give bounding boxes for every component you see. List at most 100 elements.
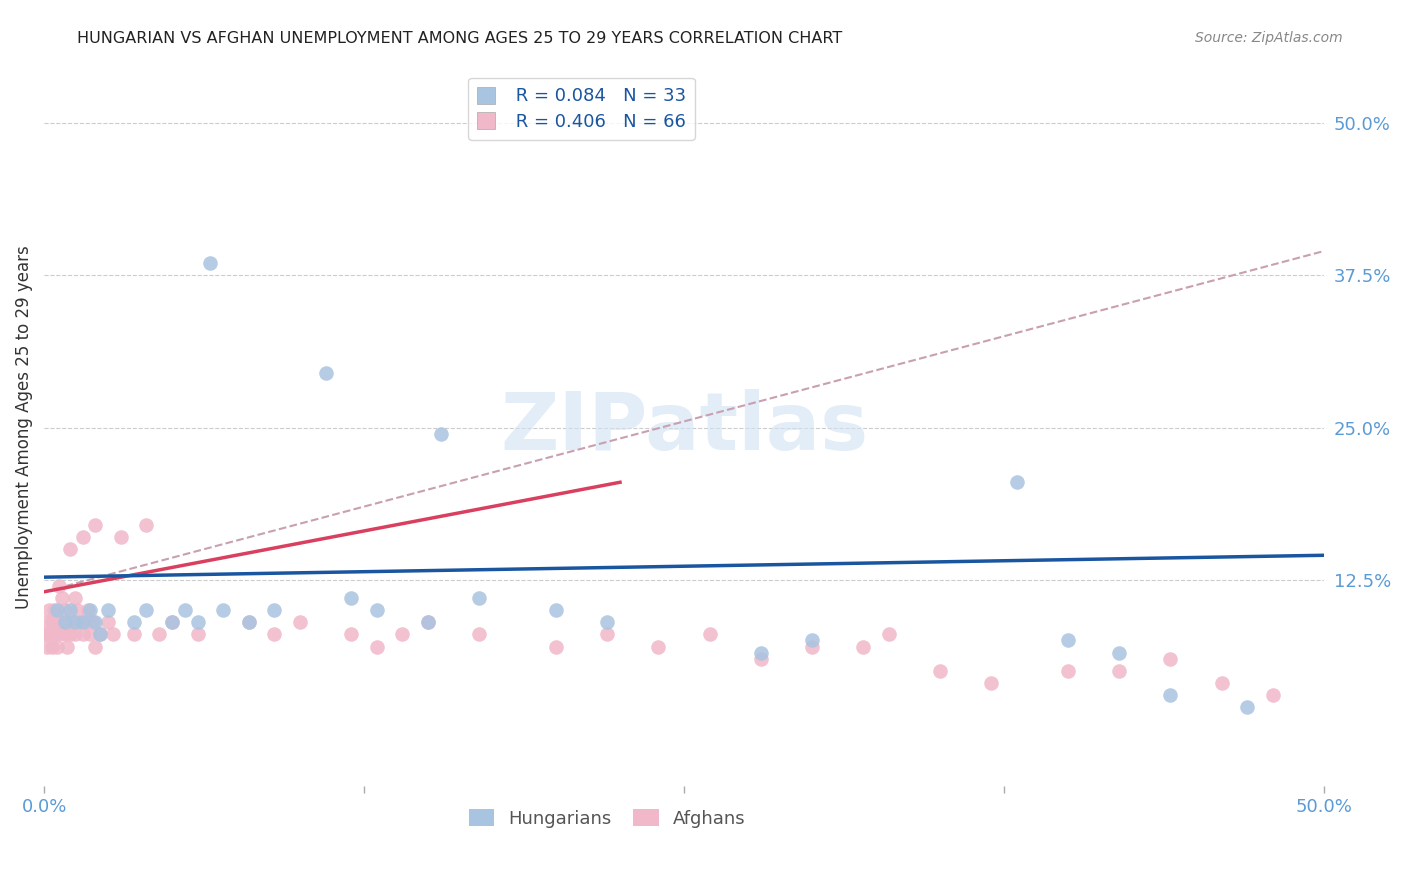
Point — [1261, 688, 1284, 702]
Point — [53, 627, 76, 641]
Point — [51, 591, 73, 605]
Point — [1005, 475, 1028, 490]
Point — [135, 517, 157, 532]
Point — [135, 603, 157, 617]
Point — [48, 579, 70, 593]
Point — [45, 640, 67, 654]
Point — [103, 627, 125, 641]
Text: HUNGARIAN VS AFGHAN UNEMPLOYMENT AMONG AGES 25 TO 29 YEARS CORRELATION CHART: HUNGARIAN VS AFGHAN UNEMPLOYMENT AMONG A… — [77, 31, 842, 46]
Point — [110, 530, 132, 544]
Point — [63, 627, 86, 641]
Point — [79, 603, 101, 617]
Point — [122, 627, 145, 641]
Point — [53, 603, 76, 617]
Point — [82, 615, 104, 630]
Point — [187, 627, 209, 641]
Point — [59, 542, 82, 557]
Point — [72, 615, 94, 630]
Point — [340, 591, 363, 605]
Point — [200, 256, 222, 270]
Point — [263, 627, 285, 641]
Point — [72, 627, 94, 641]
Point — [1236, 700, 1258, 714]
Point — [173, 603, 195, 617]
Text: ZIPatlas: ZIPatlas — [501, 389, 868, 467]
Point — [44, 603, 66, 617]
Text: Source: ZipAtlas.com: Source: ZipAtlas.com — [1195, 31, 1343, 45]
Point — [76, 603, 98, 617]
Point — [596, 627, 619, 641]
Point — [72, 530, 94, 544]
Point — [340, 627, 363, 641]
Point — [468, 627, 491, 641]
Point — [56, 615, 79, 630]
Point — [38, 603, 60, 617]
Point — [1057, 664, 1080, 678]
Point — [749, 646, 772, 660]
Point — [160, 615, 183, 630]
Point — [366, 640, 388, 654]
Point — [41, 615, 63, 630]
Point — [212, 603, 235, 617]
Point — [38, 627, 60, 641]
Point — [97, 603, 120, 617]
Point — [45, 615, 67, 630]
Point — [544, 640, 567, 654]
Point — [801, 633, 824, 648]
Point — [1159, 651, 1181, 665]
Point — [980, 676, 1002, 690]
Point — [41, 640, 63, 654]
Point — [79, 627, 101, 641]
Point — [84, 615, 107, 630]
Point — [468, 591, 491, 605]
Point — [75, 615, 97, 630]
Point — [56, 640, 79, 654]
Point — [929, 664, 952, 678]
Point — [288, 615, 311, 630]
Point — [160, 615, 183, 630]
Point — [366, 603, 388, 617]
Point — [59, 603, 82, 617]
Point — [1159, 688, 1181, 702]
Point — [122, 615, 145, 630]
Point — [430, 426, 453, 441]
Point — [1108, 664, 1130, 678]
Point — [48, 627, 70, 641]
Point — [877, 627, 900, 641]
Point — [1211, 676, 1233, 690]
Point — [699, 627, 721, 641]
Point — [391, 627, 413, 641]
Point — [596, 615, 619, 630]
Point — [89, 627, 111, 641]
Point — [66, 603, 89, 617]
Point — [187, 615, 209, 630]
Point — [35, 615, 58, 630]
Point — [60, 615, 83, 630]
Point — [63, 615, 86, 630]
Point — [59, 627, 82, 641]
Point — [416, 615, 439, 630]
Legend: Hungarians, Afghans: Hungarians, Afghans — [461, 802, 754, 835]
Y-axis label: Unemployment Among Ages 25 to 29 years: Unemployment Among Ages 25 to 29 years — [15, 245, 32, 609]
Point — [315, 366, 337, 380]
Point — [97, 615, 120, 630]
Point — [263, 603, 285, 617]
Point — [416, 615, 439, 630]
Point — [89, 627, 111, 641]
Point — [238, 615, 260, 630]
Point — [1108, 646, 1130, 660]
Point — [84, 517, 107, 532]
Point — [1057, 633, 1080, 648]
Point — [749, 651, 772, 665]
Point — [69, 615, 91, 630]
Point — [45, 603, 67, 617]
Point — [852, 640, 875, 654]
Point — [238, 615, 260, 630]
Point — [84, 640, 107, 654]
Point — [544, 603, 567, 617]
Point — [35, 640, 58, 654]
Point — [63, 591, 86, 605]
Point — [801, 640, 824, 654]
Point — [51, 615, 73, 630]
Point — [44, 627, 66, 641]
